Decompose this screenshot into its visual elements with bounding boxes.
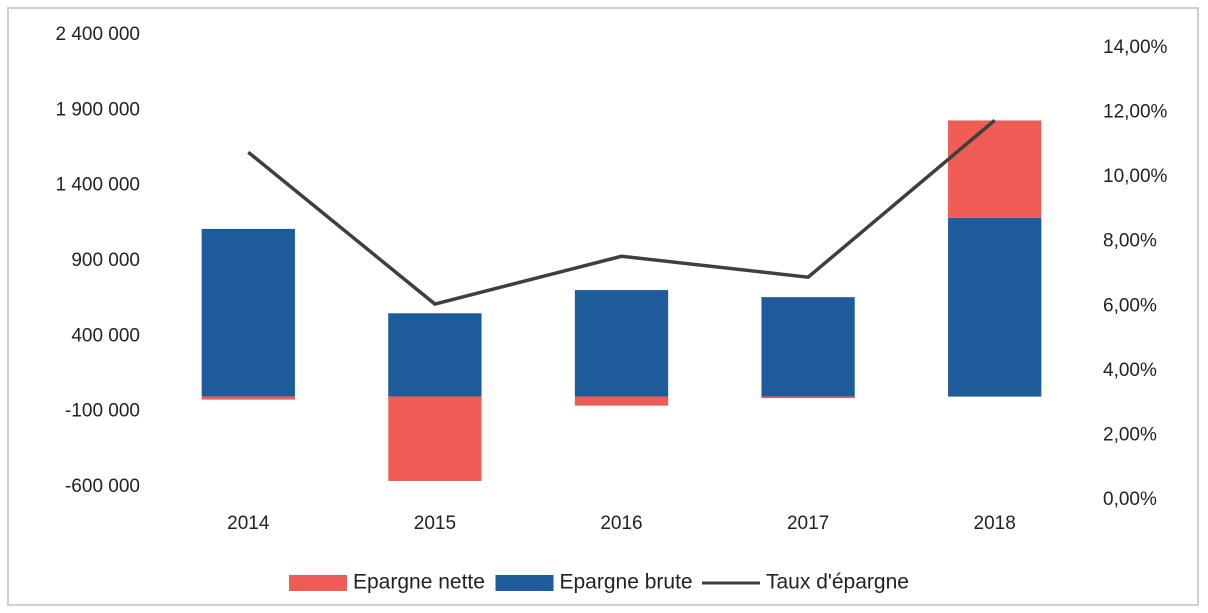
x-tick-label: 2016 [600, 513, 642, 534]
y-tick-label: 400 000 [71, 325, 140, 346]
legend-swatch [495, 575, 554, 591]
y-tick-label: 1 400 000 [55, 175, 140, 196]
legend-swatch [289, 575, 347, 591]
y2-tick-label: 14,00% [1103, 37, 1168, 58]
legend-label: Taux d'épargne [766, 571, 909, 594]
bar [574, 396, 669, 406]
y-tick-label: 900 000 [71, 250, 140, 271]
bar [388, 396, 482, 481]
legend-label: Epargne nette [353, 571, 485, 594]
y-tick-label: 1 900 000 [55, 99, 140, 120]
y2-tick-label: 2,00% [1103, 424, 1157, 445]
legend-label: Epargne brute [560, 571, 693, 594]
x-tick-label: 2015 [414, 513, 456, 534]
bar [574, 290, 669, 397]
y2-tick-label: 12,00% [1103, 102, 1168, 123]
x-tick-label: 2014 [227, 513, 270, 534]
y2-tick-label: 4,00% [1103, 360, 1157, 381]
y2-tick-label: 8,00% [1103, 231, 1157, 252]
y-tick-label: 2 400 000 [55, 24, 140, 45]
y2-tick-label: 6,00% [1103, 295, 1157, 316]
y-tick-label: -100 000 [65, 401, 140, 422]
bar [201, 228, 295, 397]
bar [388, 313, 482, 397]
bar [948, 120, 1042, 218]
y2-tick-label: 0,00% [1103, 489, 1157, 510]
y-tick-label: -600 000 [65, 476, 140, 497]
bar [201, 396, 295, 400]
bar [761, 396, 855, 399]
x-tick-label: 2017 [787, 513, 829, 534]
bar [948, 217, 1042, 397]
line [247, 118, 996, 306]
bar [761, 297, 855, 397]
y2-tick-label: 10,00% [1103, 166, 1168, 187]
x-tick-label: 2018 [974, 513, 1016, 534]
